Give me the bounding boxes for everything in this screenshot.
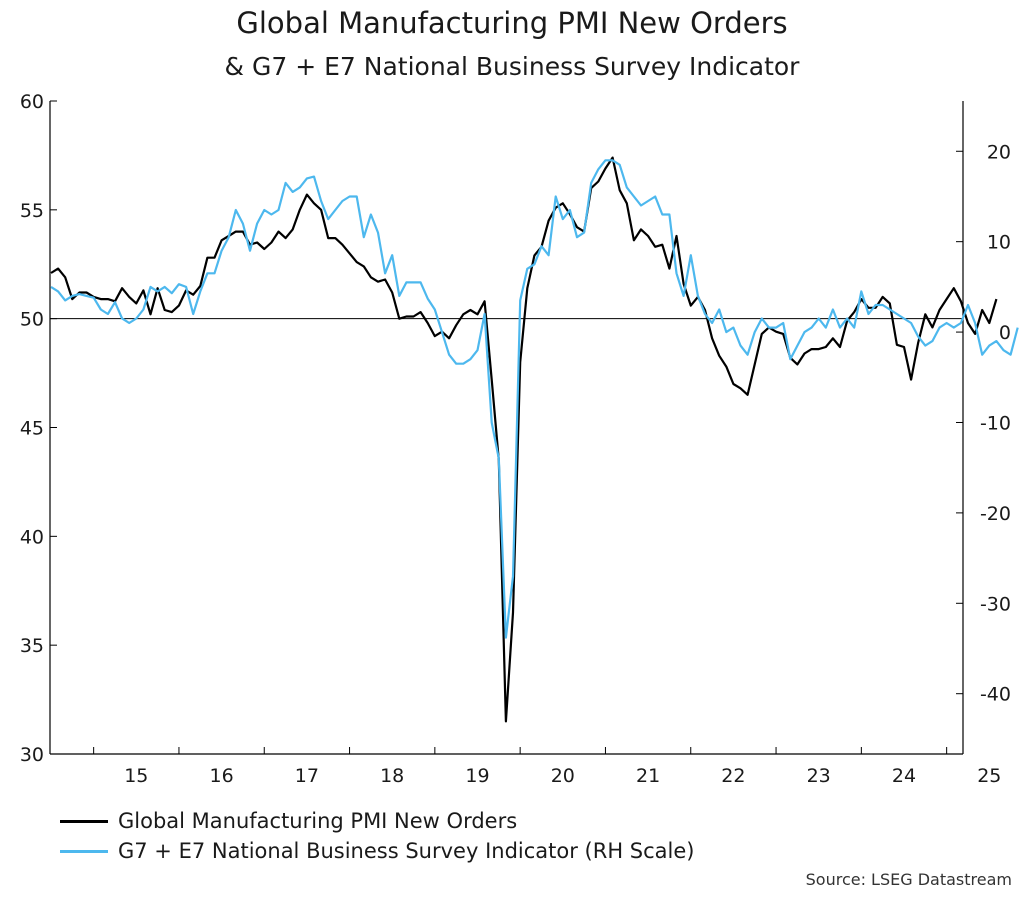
chart-plot: 30 35 40 45 50 55 60 -40 -30 -20 -10 0 10 20 15 16 17 18 1… xyxy=(20,91,1019,787)
series-line-survey xyxy=(50,159,1019,639)
right-tick-label: 10 xyxy=(987,232,1011,254)
right-tick-label: 0 xyxy=(999,322,1011,344)
left-tick-label: 60 xyxy=(20,91,44,113)
x-tick-label: 18 xyxy=(380,765,404,787)
x-tick-label: 21 xyxy=(636,765,660,787)
right-tick-label: -20 xyxy=(980,503,1011,525)
chart-title: Global Manufacturing PMI New Orders xyxy=(236,6,788,40)
right-tick-label: 20 xyxy=(987,141,1011,163)
x-tick-label: 17 xyxy=(295,765,319,787)
x-tick-label: 23 xyxy=(807,765,831,787)
chart-subtitle: & G7 + E7 National Business Survey Indic… xyxy=(224,52,800,81)
legend-item-pmi: Global Manufacturing PMI New Orders xyxy=(60,806,695,836)
left-tick-label: 40 xyxy=(20,526,44,548)
x-tick-label: 15 xyxy=(124,765,148,787)
x-tick-label: 19 xyxy=(465,765,489,787)
legend: Global Manufacturing PMI New Orders G7 +… xyxy=(60,806,695,866)
legend-swatch-pmi xyxy=(60,819,108,823)
x-tick-label: 25 xyxy=(977,765,1001,787)
left-tick-label: 50 xyxy=(20,309,44,331)
source-note: Source: LSEG Datastream xyxy=(805,870,1012,889)
right-tick-label: -30 xyxy=(980,593,1011,615)
left-tick-label: 30 xyxy=(20,744,44,766)
legend-label-survey: G7 + E7 National Business Survey Indicat… xyxy=(118,839,695,863)
legend-label-pmi: Global Manufacturing PMI New Orders xyxy=(118,809,518,833)
x-tick-label: 24 xyxy=(892,765,916,787)
left-tick-label: 55 xyxy=(20,200,44,222)
x-tick-label: 22 xyxy=(721,765,745,787)
x-tick-label: 20 xyxy=(551,765,575,787)
right-tick-label: -40 xyxy=(980,684,1011,706)
left-tick-label: 45 xyxy=(20,418,44,440)
series-line-pmi xyxy=(50,156,998,723)
left-tick-label: 35 xyxy=(20,635,44,657)
right-tick-label: -10 xyxy=(980,412,1011,434)
legend-item-survey: G7 + E7 National Business Survey Indicat… xyxy=(60,836,695,866)
x-tick-label: 16 xyxy=(210,765,234,787)
legend-swatch-survey xyxy=(60,849,108,853)
